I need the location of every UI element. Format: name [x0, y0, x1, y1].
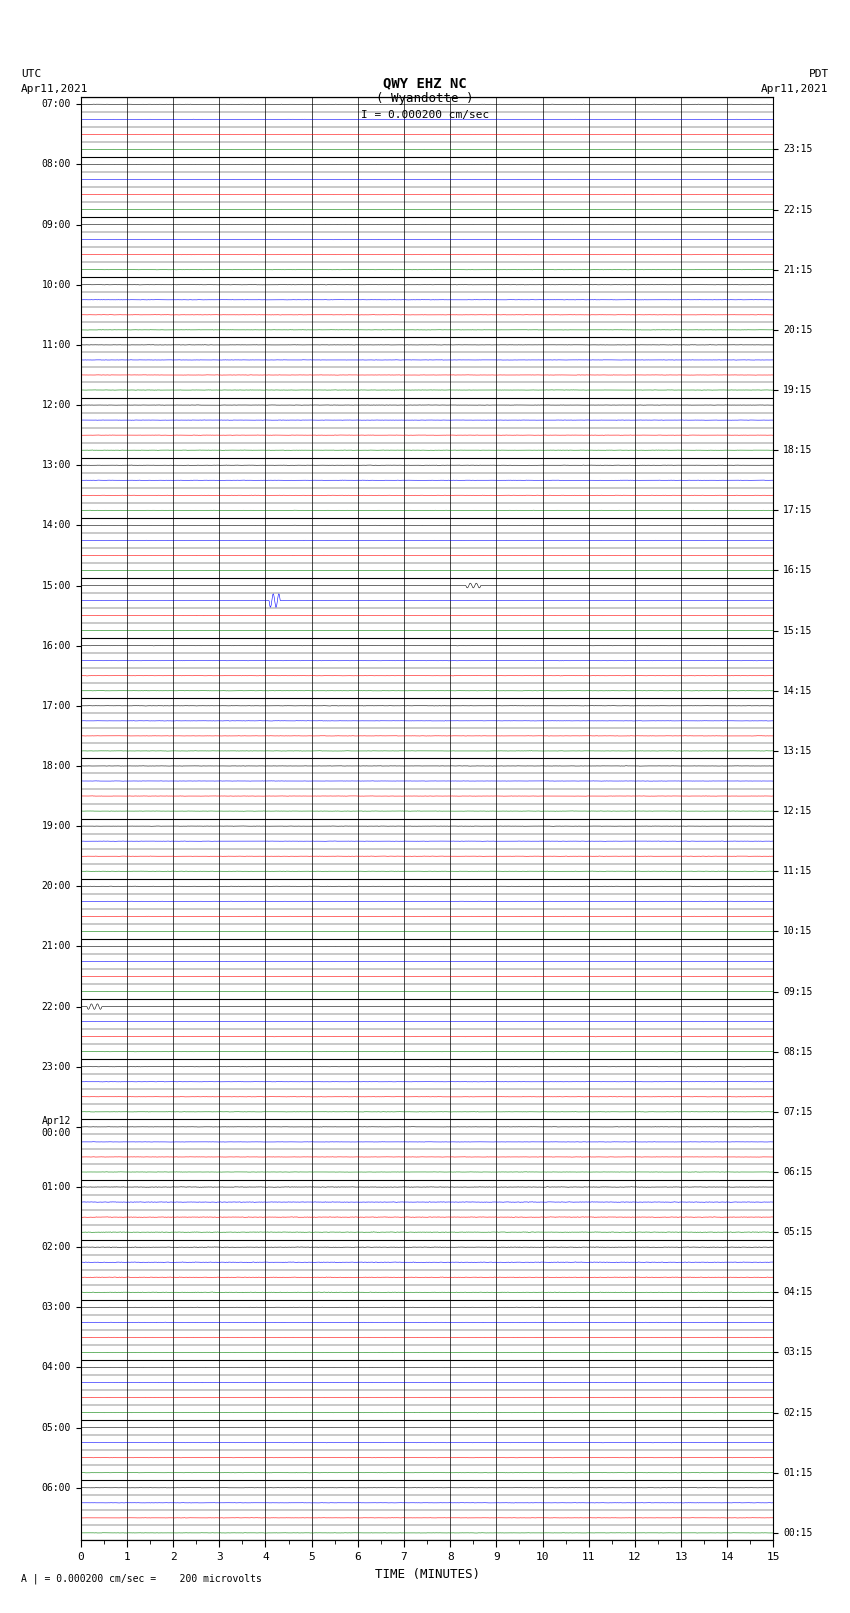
X-axis label: TIME (MINUTES): TIME (MINUTES) — [375, 1568, 479, 1581]
Text: UTC: UTC — [21, 69, 42, 79]
Text: ( Wyandotte ): ( Wyandotte ) — [377, 92, 473, 105]
Text: Apr11,2021: Apr11,2021 — [21, 84, 88, 94]
Text: Apr11,2021: Apr11,2021 — [762, 84, 829, 94]
Text: A | = 0.000200 cm/sec =    200 microvolts: A | = 0.000200 cm/sec = 200 microvolts — [21, 1573, 262, 1584]
Text: PDT: PDT — [808, 69, 829, 79]
Text: I = 0.000200 cm/sec: I = 0.000200 cm/sec — [361, 110, 489, 119]
Text: QWY EHZ NC: QWY EHZ NC — [383, 76, 467, 90]
